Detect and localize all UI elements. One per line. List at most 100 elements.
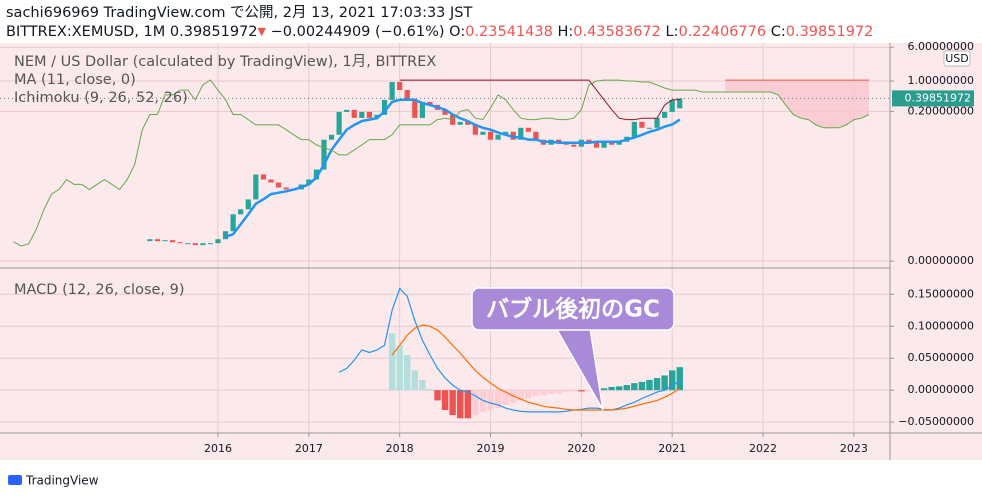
y-tick-label: 0.10000000 xyxy=(908,319,974,332)
symbol: BITTREX:XEMUSD, 1M xyxy=(6,24,165,40)
candle xyxy=(275,182,282,188)
candle xyxy=(192,243,198,246)
legend-entry: Ichimoku (9, 26, 52, 26) xyxy=(14,90,188,106)
candle xyxy=(366,111,372,118)
x-tick-label: 2020 xyxy=(567,442,595,455)
candle xyxy=(177,242,183,244)
annotation: バブル後初のGC xyxy=(471,287,675,411)
candle xyxy=(518,127,524,140)
cloud xyxy=(725,80,869,128)
histogram-bar xyxy=(494,390,502,409)
histogram-bar xyxy=(441,390,449,410)
candle xyxy=(222,231,229,240)
histogram-bar xyxy=(502,390,509,405)
macd-line xyxy=(338,287,681,413)
histogram-bar xyxy=(510,390,517,403)
change: −0.00244909 (−0.61%) xyxy=(271,24,445,40)
x-tick-label: 2023 xyxy=(840,442,868,455)
histogram-bar xyxy=(616,386,623,391)
candle xyxy=(169,240,176,243)
symbol-line: BITTREX:XEMUSD, 1M 0.39851972 ▼ −0.002449… xyxy=(6,24,873,40)
histogram-bar xyxy=(434,390,441,401)
x-tick-label: 2022 xyxy=(749,442,777,455)
candle xyxy=(427,101,433,105)
candle xyxy=(677,98,683,109)
candle xyxy=(381,99,388,115)
brand-name: TradingView xyxy=(25,474,99,488)
histogram-bar xyxy=(472,390,479,416)
candle xyxy=(230,214,236,232)
candle xyxy=(253,174,259,200)
candle xyxy=(631,121,637,137)
x-tick-label: 2018 xyxy=(386,442,414,455)
x-tick-label: 2019 xyxy=(477,442,505,455)
candle xyxy=(185,243,191,245)
candle xyxy=(351,109,357,118)
candle xyxy=(200,243,206,246)
candle xyxy=(412,99,418,118)
histogram-bar xyxy=(608,386,615,391)
candle xyxy=(162,240,168,242)
candle xyxy=(404,90,410,100)
candle xyxy=(601,142,607,148)
x-tick-label: 2016 xyxy=(204,442,232,455)
candle xyxy=(306,179,312,185)
ohlc-key: H: xyxy=(557,24,573,40)
candle xyxy=(593,142,600,148)
down-arrow: ▼ xyxy=(258,25,267,38)
last-price-box xyxy=(892,90,974,107)
histogram-bar xyxy=(525,390,532,399)
histogram-bar xyxy=(449,390,456,416)
histogram-bar xyxy=(570,390,577,392)
ohlc-value: 0.39851972 xyxy=(786,24,874,40)
candle xyxy=(533,131,539,140)
histogram-bar xyxy=(411,370,419,391)
y-tick-label: 0.15000000 xyxy=(908,287,974,300)
indicator-line xyxy=(225,98,681,239)
histogram-bar xyxy=(547,390,555,395)
y-tick-label: 0.00000000 xyxy=(908,254,974,267)
candle xyxy=(646,127,653,129)
y-tick-label: 0.05000000 xyxy=(908,351,974,364)
candle xyxy=(374,114,380,118)
ohlc-value: 0.23541438 xyxy=(465,24,553,40)
labels-layer: NEM / US Dollar (calculated by TradingVi… xyxy=(14,40,974,455)
candle xyxy=(609,142,615,145)
candle xyxy=(268,179,274,183)
y-tick-label: 0.00000000 xyxy=(908,383,974,396)
x-tick-label: 2021 xyxy=(658,442,686,455)
candle xyxy=(238,209,244,215)
candle xyxy=(571,144,577,147)
histogram-bar xyxy=(457,390,464,419)
histogram-bar xyxy=(578,390,585,392)
candle xyxy=(283,187,289,190)
ohlc-key: C: xyxy=(771,24,786,40)
callout-text: バブル後初のGC xyxy=(486,296,660,323)
histogram-bar xyxy=(555,390,562,394)
ohlc-value: 0.43583672 xyxy=(573,24,661,40)
brand: TradingView xyxy=(8,474,99,488)
y-tick-label: 0.20000000 xyxy=(908,104,974,117)
histogram-bar xyxy=(661,375,668,391)
marks-layer xyxy=(0,79,890,419)
candle xyxy=(328,134,335,140)
candle xyxy=(503,131,509,135)
candle xyxy=(336,111,342,135)
candle xyxy=(313,169,319,180)
y-tick-label: 1.00000000 xyxy=(908,74,974,87)
candle xyxy=(397,82,403,91)
histogram-bar xyxy=(396,345,403,391)
candle xyxy=(260,174,267,180)
candle xyxy=(442,109,448,115)
histogram-bar xyxy=(487,390,494,410)
histogram-bar xyxy=(646,379,653,391)
candle xyxy=(207,243,214,245)
y-tick-label: −0.05000000 xyxy=(898,415,974,428)
ohlc-key: L: xyxy=(666,24,679,40)
candle xyxy=(654,117,660,128)
candle xyxy=(472,124,478,135)
candle xyxy=(389,82,395,100)
pane-title: MACD (12, 26, close, 9) xyxy=(14,282,185,298)
histogram-bar xyxy=(426,388,434,391)
histogram-bar xyxy=(388,333,396,391)
